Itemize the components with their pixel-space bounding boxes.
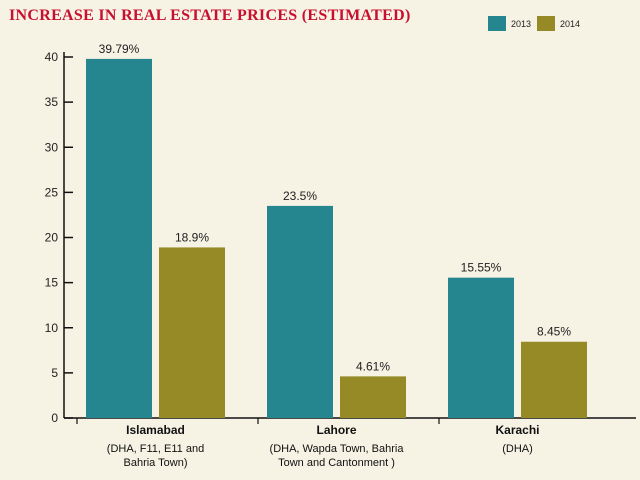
y-tick-label: 5: [51, 366, 58, 380]
x-category-subtitle: (DHA, F11, E11 and: [107, 443, 204, 455]
data-label: 23.5%: [283, 189, 317, 203]
y-tick-label: 35: [45, 95, 59, 109]
x-category-subtitle: Town and Cantonment ): [278, 457, 395, 469]
data-label: 18.9%: [175, 230, 209, 244]
x-category-subtitle: (DHA): [502, 443, 533, 455]
legend-item-2014: 2014: [537, 16, 580, 31]
legend-label-2014: 2014: [560, 18, 581, 29]
chart-title: INCREASE IN REAL ESTATE PRICES (ESTIMATE…: [9, 7, 411, 24]
x-category-subtitle: Bahria Town): [124, 457, 188, 469]
y-tick-label: 30: [45, 140, 59, 154]
data-label: 39.79%: [99, 42, 140, 56]
bar-islamabad-2013: [86, 58, 152, 418]
y-tick-label: 20: [45, 231, 59, 245]
data-label: 8.45%: [537, 325, 571, 339]
y-tick-label: 25: [45, 185, 59, 199]
legend-label-2013: 2013: [511, 18, 532, 29]
legend-swatch-2014: [537, 16, 556, 31]
legend-swatch-2013: [488, 16, 506, 31]
data-label: 15.55%: [461, 261, 502, 275]
y-tick-label: 0: [51, 411, 58, 425]
x-category-label: Lahore: [316, 423, 356, 437]
y-tick-label: 10: [45, 321, 59, 335]
x-category-label: Islamabad: [126, 423, 185, 437]
bar-islamabad-2014: [159, 247, 225, 418]
bar-karachi-2014: [521, 341, 587, 418]
bar-lahore-2014: [340, 376, 406, 418]
bar-lahore-2013: [267, 205, 333, 418]
x-category-label: Karachi: [495, 423, 539, 437]
data-label: 4.61%: [356, 359, 390, 373]
bar-karachi-2013: [448, 277, 514, 418]
y-tick-label: 40: [45, 50, 59, 64]
x-category-subtitle: (DHA, Wapda Town, Bahria: [270, 443, 405, 455]
y-tick-label: 15: [45, 276, 59, 290]
legend: 2013 2014: [488, 16, 580, 31]
legend-item-2013: 2013: [488, 16, 531, 31]
